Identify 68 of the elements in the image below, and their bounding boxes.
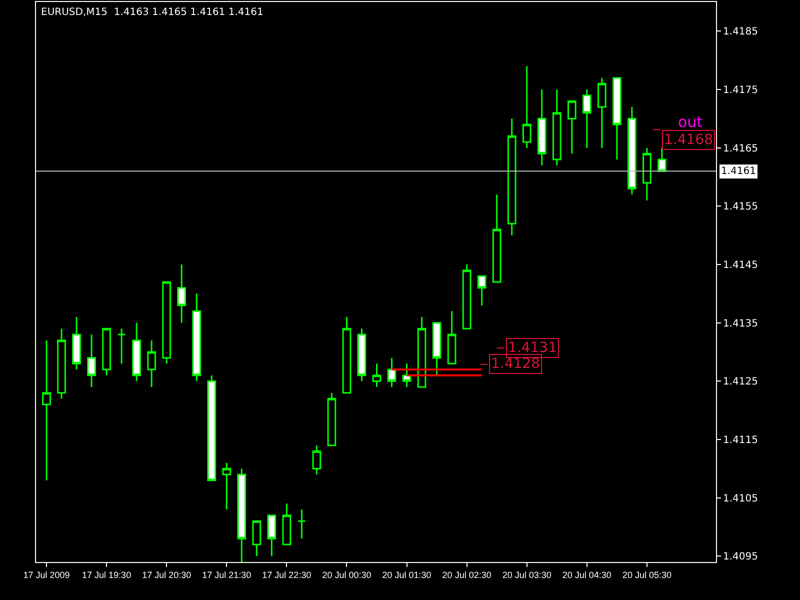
candlestick [117,328,126,364]
candlestick [147,340,156,388]
annotation: 1.4131 [508,340,557,356]
y-tick-label: 1.4105 [723,493,758,504]
x-tick-label: 17 Jul 2009 [23,570,70,580]
y-tick-label: 1.4185 [723,26,758,38]
candlestick [132,322,141,382]
candlestick [432,322,442,376]
candlestick [72,316,81,370]
y-tick-label: 1.4145 [723,260,758,271]
candlestick [387,357,396,388]
ref-line-label: 1.4161 [721,166,756,177]
y-tick-label: 1.4095 [723,552,758,563]
candlestick [372,362,382,388]
x-tick-label: 20 Jul 05:30 [622,570,672,580]
candlestick [87,334,96,388]
x-tick-label: 20 Jul 04:30 [562,570,612,580]
text: EURUSD,M15 1.4163 1.4165 1.4161 1.4161 [41,7,264,18]
candlestick [402,362,412,388]
candlestick [462,264,472,330]
annotation: 1.4168 [664,132,713,148]
candlestick [357,328,366,382]
candlestick [628,106,636,196]
x-tick-label: 20 Jul 00:30 [322,570,372,580]
candlestick [597,77,606,149]
y-tick-label: 1.4125 [723,376,758,388]
x-tick-label: 20 Jul 01:30 [382,570,432,580]
x-tick-label: 17 Jul 21:30 [202,570,252,580]
candlestick [658,147,666,172]
y-tick-label: 1.4155 [723,202,758,213]
candlestick [207,374,216,482]
candlestick [252,520,262,557]
text: out [678,113,703,131]
candlestick [312,444,322,476]
y-tick-label: 1.4135 [723,318,758,330]
candlestick [222,462,232,510]
candlestick [282,502,292,546]
candlestick [537,88,546,166]
candlestick [612,77,622,160]
candlestick [582,88,592,149]
candlestick [192,292,202,382]
candlestick [642,147,652,202]
candlestick [42,340,51,482]
candlestick [417,316,426,388]
candlestick [477,275,486,306]
candlestick [492,194,502,283]
candlestick [162,281,172,364]
x-tick-label: 17 Jul 22:30 [262,570,312,580]
candlestick [567,100,576,154]
x-tick-label: 17 Jul 19:30 [82,570,132,580]
candlestick [327,392,336,446]
x-tick-label: 20 Jul 02:30 [442,570,492,580]
annotation: 1.4128 [491,356,540,372]
y-tick-label: 1.4175 [723,85,758,96]
candlestick [552,88,562,166]
candlestick [507,118,516,236]
candlestick [267,514,276,557]
x-tick-label: 20 Jul 03:30 [502,570,552,580]
candlestick [177,264,186,324]
candlestick [342,316,352,394]
candlestick [297,508,306,540]
x-tick-label: 17 Jul 20:30 [142,570,192,580]
candlestick [447,310,456,364]
candlestick [57,328,66,400]
candlestick [522,65,532,149]
candlestick [102,328,111,376]
y-tick-label: 1.4165 [723,143,758,154]
y-tick-label: 1.4115 [723,435,758,446]
